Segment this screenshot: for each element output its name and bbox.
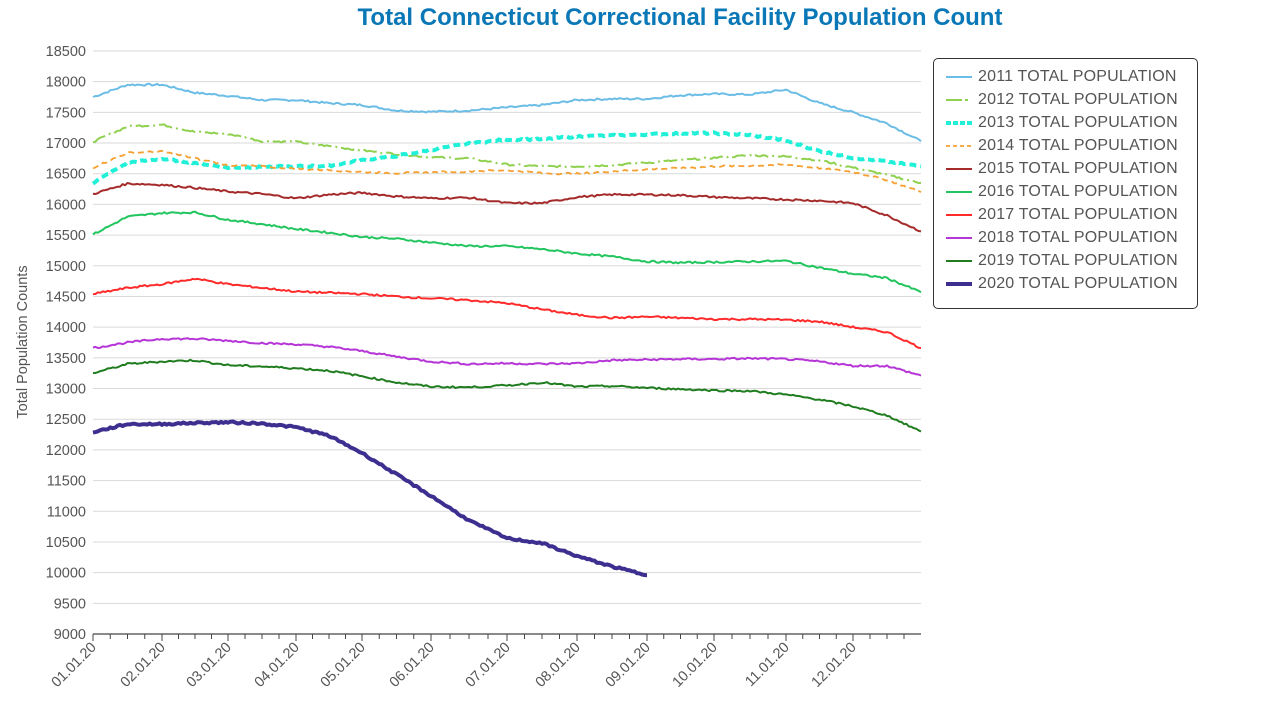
legend-item[interactable]: 2015 TOTAL POPULATION xyxy=(946,157,1197,180)
legend-label: 2018 TOTAL POPULATION xyxy=(978,228,1178,246)
y-tick-label: 10500 xyxy=(46,535,86,551)
x-tick-label: 07.01.20 xyxy=(463,640,514,691)
legend-item[interactable]: 2013 TOTAL POPULATION xyxy=(946,111,1197,134)
y-tick-label: 12500 xyxy=(46,412,86,428)
legend-swatch xyxy=(946,167,972,170)
legend-swatch xyxy=(946,75,972,78)
x-tick-label: 08.01.20 xyxy=(533,640,584,691)
x-tick-label: 10.01.20 xyxy=(670,640,721,691)
y-tick-label: 13000 xyxy=(46,382,86,398)
y-tick-label: 17000 xyxy=(46,136,86,152)
y-tick-label: 16500 xyxy=(46,167,86,183)
x-tick-label: 06.01.20 xyxy=(387,640,438,691)
series-line-2015 xyxy=(92,182,922,233)
series-line-2019 xyxy=(92,358,922,433)
y-tick-label: 11000 xyxy=(47,504,86,520)
legend-swatch xyxy=(946,190,972,193)
legend-swatch xyxy=(946,236,972,239)
legend-label: 2019 TOTAL POPULATION xyxy=(978,251,1178,269)
legend-item[interactable]: 2011 TOTAL POPULATION xyxy=(946,65,1197,88)
y-tick-label: 13500 xyxy=(46,351,86,367)
legend-item[interactable]: 2020 TOTAL POPULATION xyxy=(946,272,1197,295)
legend-label: 2015 TOTAL POPULATION xyxy=(978,159,1178,177)
legend-label: 2011 TOTAL POPULATION xyxy=(978,67,1177,85)
legend-item[interactable]: 2017 TOTAL POPULATION xyxy=(946,203,1197,226)
y-tick-label: 18500 xyxy=(46,44,86,60)
legend-swatch xyxy=(946,259,972,262)
x-tick-label: 01.01.20 xyxy=(49,640,100,691)
x-tick-label: 11.01.20 xyxy=(742,640,792,690)
y-tick-label: 11500 xyxy=(47,474,86,490)
chart-title: Total Connecticut Correctional Facility … xyxy=(357,4,1003,31)
legend-swatch xyxy=(946,213,972,216)
y-tick-label: 12000 xyxy=(46,443,86,459)
legend-label: 2012 TOTAL POPULATION xyxy=(978,90,1178,108)
y-tick-label: 15500 xyxy=(46,228,86,244)
series-line-2018 xyxy=(92,337,922,377)
gridlines xyxy=(93,50,921,604)
legend-label: 2020 TOTAL POPULATION xyxy=(978,274,1178,292)
series-line-2017 xyxy=(92,277,922,349)
y-axis: 9000 9500 10000 10500 11000 11500 12000 12500 13… xyxy=(46,44,86,643)
y-tick-label: 15000 xyxy=(46,259,86,275)
legend-swatch xyxy=(946,281,972,286)
y-tick-label: 10000 xyxy=(46,566,86,582)
series-lines xyxy=(91,82,922,578)
legend-swatch xyxy=(946,144,972,147)
legend-label: 2013 TOTAL POPULATION xyxy=(978,113,1178,131)
x-tick-label: 12.01.20 xyxy=(809,640,860,691)
x-axis: 01.01.20 02.01.20 03.01.20 04.01.20 05.01.20… xyxy=(49,633,921,691)
x-tick-label: 03.01.20 xyxy=(184,640,235,691)
y-tick-label: 17500 xyxy=(46,105,86,121)
legend-item[interactable]: 2018 TOTAL POPULATION xyxy=(946,226,1197,249)
series-line-2013 xyxy=(91,130,922,186)
x-tick-label: 04.01.20 xyxy=(252,640,303,691)
y-tick-label: 14000 xyxy=(46,320,86,336)
series-line-2012 xyxy=(92,123,922,184)
x-tick-label: 02.01.20 xyxy=(118,640,169,691)
y-tick-label: 9500 xyxy=(54,596,86,612)
legend-item[interactable]: 2019 TOTAL POPULATION xyxy=(946,249,1197,272)
x-tick-label: 09.01.20 xyxy=(603,640,654,691)
series-line-2020 xyxy=(92,419,647,578)
y-tick-label: 18000 xyxy=(46,75,86,91)
legend-item[interactable]: 2014 TOTAL POPULATION xyxy=(946,134,1197,157)
legend: 2011 TOTAL POPULATION 2012 TOTAL POPULATI… xyxy=(933,58,1198,309)
y-axis-label: Total Population Counts xyxy=(15,265,31,418)
legend-label: 2016 TOTAL POPULATION xyxy=(978,182,1178,200)
y-tick-label: 9000 xyxy=(54,627,86,643)
x-tick-label: 05.01.20 xyxy=(318,640,369,691)
legend-item[interactable]: 2012 TOTAL POPULATION xyxy=(946,88,1197,111)
legend-label: 2014 TOTAL POPULATION xyxy=(978,136,1178,154)
y-tick-label: 14500 xyxy=(46,289,86,305)
series-line-2014 xyxy=(92,149,922,193)
series-line-2016 xyxy=(92,210,922,294)
legend-label: 2017 TOTAL POPULATION xyxy=(978,205,1178,223)
series-line-2011 xyxy=(92,82,922,142)
legend-swatch xyxy=(946,98,972,101)
legend-item[interactable]: 2016 TOTAL POPULATION xyxy=(946,180,1197,203)
legend-swatch xyxy=(946,120,972,125)
y-tick-label: 16000 xyxy=(46,197,86,213)
